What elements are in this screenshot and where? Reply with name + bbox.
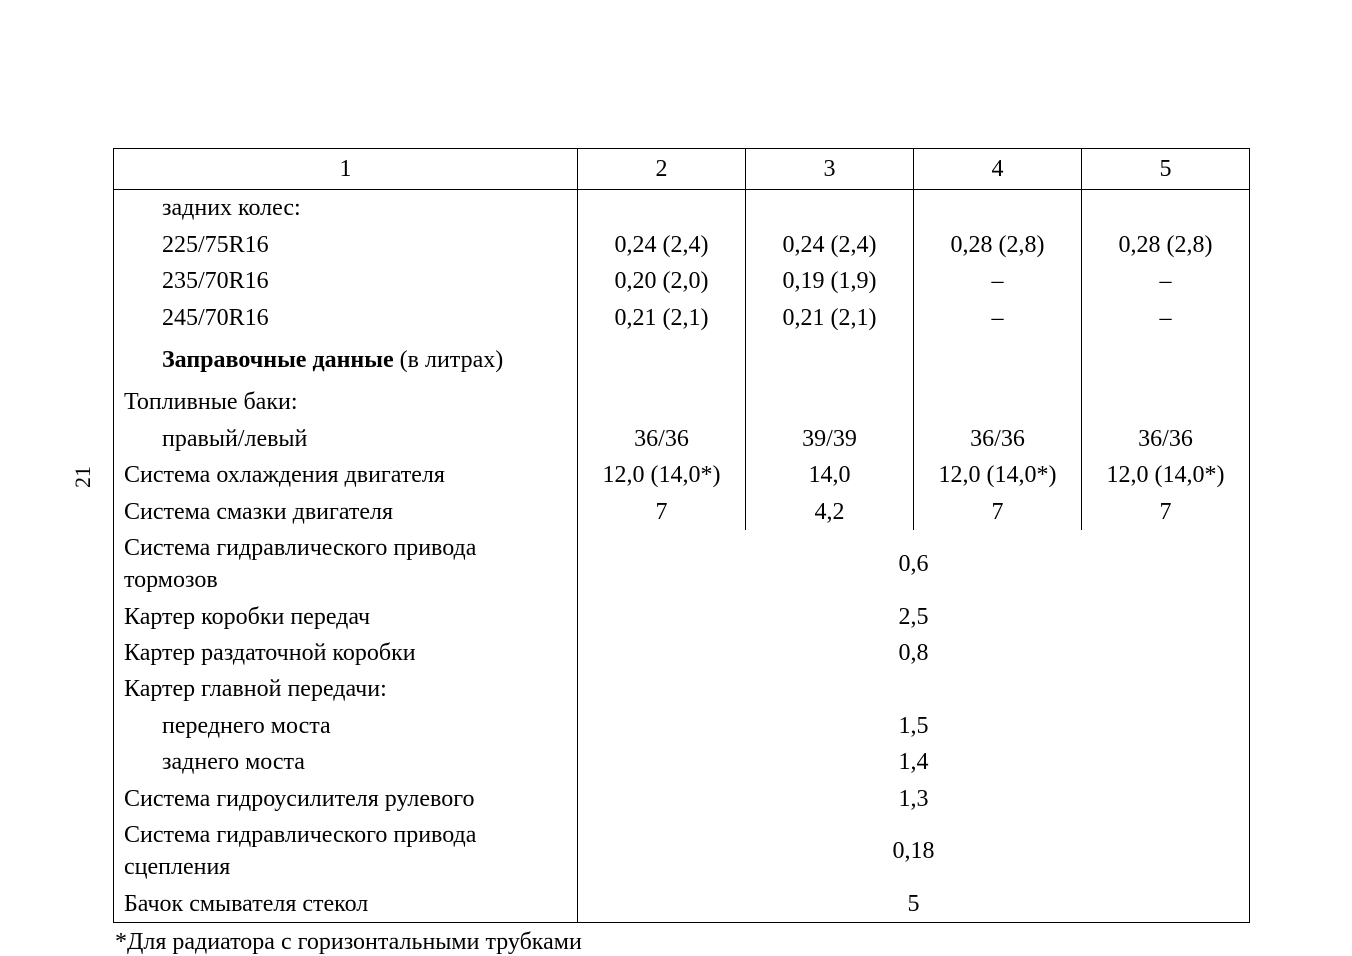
cell-empty xyxy=(746,378,914,420)
table-row: Картер коробки передач 2,5 xyxy=(114,599,1250,635)
lube-c2: 7 xyxy=(578,494,746,530)
front-axle-val: 1,5 xyxy=(578,708,1250,744)
table-row: задних колес: xyxy=(114,190,1250,227)
lube-label: Система смазки двигателя xyxy=(114,494,578,530)
table-row: Система гидравлического привода сцеплени… xyxy=(114,817,1250,886)
table-row: Система гидроусилителя рулевого 1,3 xyxy=(114,781,1250,817)
fill-heading-rest: (в литрах) xyxy=(394,347,504,373)
cell-empty xyxy=(1082,378,1250,420)
steering-label: Система гидроусилителя рулевого xyxy=(114,781,578,817)
col-header-4: 4 xyxy=(914,149,1082,190)
tire1-c5: 0,28 (2,8) xyxy=(1082,227,1250,263)
col-header-5: 5 xyxy=(1082,149,1250,190)
col-header-2: 2 xyxy=(578,149,746,190)
cell-empty xyxy=(578,190,746,227)
tire2-label: 235/70R16 xyxy=(114,263,578,299)
cell-empty xyxy=(746,336,914,378)
cell-empty xyxy=(914,336,1082,378)
lube-c5: 7 xyxy=(1082,494,1250,530)
brake-hyd-val: 0,6 xyxy=(578,530,1250,599)
table-row: Заправочные данные (в литрах) xyxy=(114,336,1250,378)
tire2-c4: – xyxy=(914,263,1082,299)
table-row: 235/70R16 0,20 (2,0) 0,19 (1,9) – – xyxy=(114,263,1250,299)
tire3-c5: – xyxy=(1082,300,1250,336)
tire2-c5: – xyxy=(1082,263,1250,299)
fuel-rl-c3: 39/39 xyxy=(746,421,914,457)
clutch-val: 0,18 xyxy=(578,817,1250,886)
transfer-label: Картер раздаточной коробки xyxy=(114,635,578,671)
tire1-label: 225/75R16 xyxy=(114,227,578,263)
rear-axle-label: заднего моста xyxy=(114,744,578,780)
spec-table: 1 2 3 4 5 задних колес: 225/75R16 0,24 (… xyxy=(113,148,1250,923)
fuel-rl-label: правый/левый xyxy=(114,421,578,457)
tire3-c2: 0,21 (2,1) xyxy=(578,300,746,336)
table-row: Картер главной передачи: xyxy=(114,671,1250,707)
cooling-c5: 12,0 (14,0*) xyxy=(1082,457,1250,493)
cell-empty xyxy=(578,378,746,420)
brake-hyd-label: Система гидравлического привода тормозов xyxy=(114,530,578,599)
lube-c3: 4,2 xyxy=(746,494,914,530)
cell-empty xyxy=(914,190,1082,227)
fuel-rl-c2: 36/36 xyxy=(578,421,746,457)
table-row: 245/70R16 0,21 (2,1) 0,21 (2,1) – – xyxy=(114,300,1250,336)
table-row: переднего моста 1,5 xyxy=(114,708,1250,744)
rear-wheels-header: задних колес: xyxy=(114,190,578,227)
cell-empty xyxy=(746,190,914,227)
table-row: Бачок смывателя стекол 5 xyxy=(114,886,1250,923)
lube-c4: 7 xyxy=(914,494,1082,530)
table-row: Топливные баки: xyxy=(114,378,1250,420)
gearbox-label: Картер коробки передач xyxy=(114,599,578,635)
spec-table-container: 1 2 3 4 5 задних колес: 225/75R16 0,24 (… xyxy=(113,148,1249,956)
rear-axle-val: 1,4 xyxy=(578,744,1250,780)
col-header-1: 1 xyxy=(114,149,578,190)
steering-val: 1,3 xyxy=(578,781,1250,817)
footnote: *Для радиатора с горизонтальными трубкам… xyxy=(113,929,1249,956)
tire1-c4: 0,28 (2,8) xyxy=(914,227,1082,263)
fuel-rl-c4: 36/36 xyxy=(914,421,1082,457)
table-row: 225/75R16 0,24 (2,4) 0,24 (2,4) 0,28 (2,… xyxy=(114,227,1250,263)
table-row: Картер раздаточной коробки 0,8 xyxy=(114,635,1250,671)
final-drive-header: Картер главной передачи: xyxy=(114,671,578,707)
cell-empty xyxy=(1082,336,1250,378)
fill-data-heading: Заправочные данные (в литрах) xyxy=(114,336,578,378)
table-header-row: 1 2 3 4 5 xyxy=(114,149,1250,190)
cell-empty xyxy=(578,671,1250,707)
washer-label: Бачок смывателя стекол xyxy=(114,886,578,923)
table-row: правый/левый 36/36 39/39 36/36 36/36 xyxy=(114,421,1250,457)
tire3-c3: 0,21 (2,1) xyxy=(746,300,914,336)
table-row: Система смазки двигателя 7 4,2 7 7 xyxy=(114,494,1250,530)
tire1-c3: 0,24 (2,4) xyxy=(746,227,914,263)
cooling-label: Система охлаждения двигателя xyxy=(114,457,578,493)
tire2-c3: 0,19 (1,9) xyxy=(746,263,914,299)
cooling-c4: 12,0 (14,0*) xyxy=(914,457,1082,493)
fill-heading-bold: Заправочные данные xyxy=(162,347,394,373)
cell-empty xyxy=(578,336,746,378)
fuel-rl-c5: 36/36 xyxy=(1082,421,1250,457)
tire3-c4: – xyxy=(914,300,1082,336)
washer-val: 5 xyxy=(578,886,1250,923)
cooling-c2: 12,0 (14,0*) xyxy=(578,457,746,493)
front-axle-label: переднего моста xyxy=(114,708,578,744)
page-number: 21 xyxy=(70,466,96,488)
cell-empty xyxy=(1082,190,1250,227)
cell-empty xyxy=(914,378,1082,420)
cooling-c3: 14,0 xyxy=(746,457,914,493)
transfer-val: 0,8 xyxy=(578,635,1250,671)
table-row: заднего моста 1,4 xyxy=(114,744,1250,780)
fuel-tanks-header: Топливные баки: xyxy=(114,378,578,420)
table-row: Система охлаждения двигателя 12,0 (14,0*… xyxy=(114,457,1250,493)
clutch-label: Система гидравлического привода сцеплени… xyxy=(114,817,578,886)
tire3-label: 245/70R16 xyxy=(114,300,578,336)
table-row: Система гидравлического привода тормозов… xyxy=(114,530,1250,599)
tire2-c2: 0,20 (2,0) xyxy=(578,263,746,299)
tire1-c2: 0,24 (2,4) xyxy=(578,227,746,263)
gearbox-val: 2,5 xyxy=(578,599,1250,635)
col-header-3: 3 xyxy=(746,149,914,190)
